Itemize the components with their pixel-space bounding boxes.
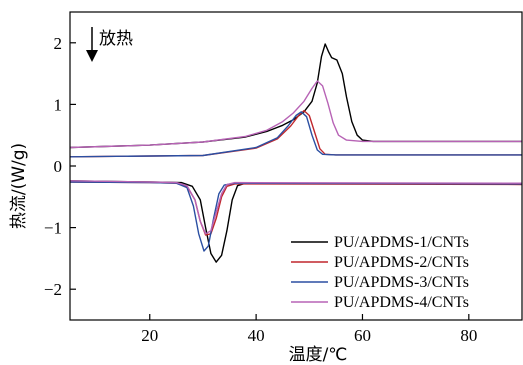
x-tick-label: 20 (141, 326, 158, 345)
legend-label: PU/APDMS-1/CNTs (334, 234, 469, 251)
exotherm-annotation: 放热 (86, 27, 133, 62)
legend-label: PU/APDMS-2/CNTs (334, 254, 469, 271)
x-tick-label: 60 (354, 326, 371, 345)
series-4-cooling-line (69, 180, 523, 235)
legend-label: PU/APDMS-4/CNTs (334, 294, 469, 311)
legend: PU/APDMS-1/CNTs PU/APDMS-2/CNTs PU/APDMS-3… (291, 234, 469, 311)
exotherm-label: 放热 (99, 29, 133, 49)
x-axis-title: 温度/℃ (289, 345, 348, 365)
series-2-cooling-line (69, 181, 523, 236)
ticks-layer: 20 40 60 80 −2 −1 0 1 2 (44, 34, 477, 345)
y-tick-label: 0 (54, 157, 63, 176)
y-tick-label: −1 (44, 219, 62, 238)
y-tick-label: 2 (54, 34, 63, 53)
x-tick-label: 80 (460, 326, 477, 345)
y-axis-title: 热流/(W/g) (9, 143, 29, 229)
down-arrow-head (86, 50, 98, 62)
y-tick-label: −2 (44, 280, 62, 299)
series-4-heating-line (69, 80, 522, 149)
series-1-heating-line (69, 43, 522, 149)
series-3-heating-line (69, 111, 522, 158)
y-tick-label: 1 (54, 95, 63, 114)
legend-label: PU/APDMS-3/CNTs (334, 274, 469, 291)
series-layer (69, 43, 523, 263)
x-tick-label: 40 (248, 326, 265, 345)
